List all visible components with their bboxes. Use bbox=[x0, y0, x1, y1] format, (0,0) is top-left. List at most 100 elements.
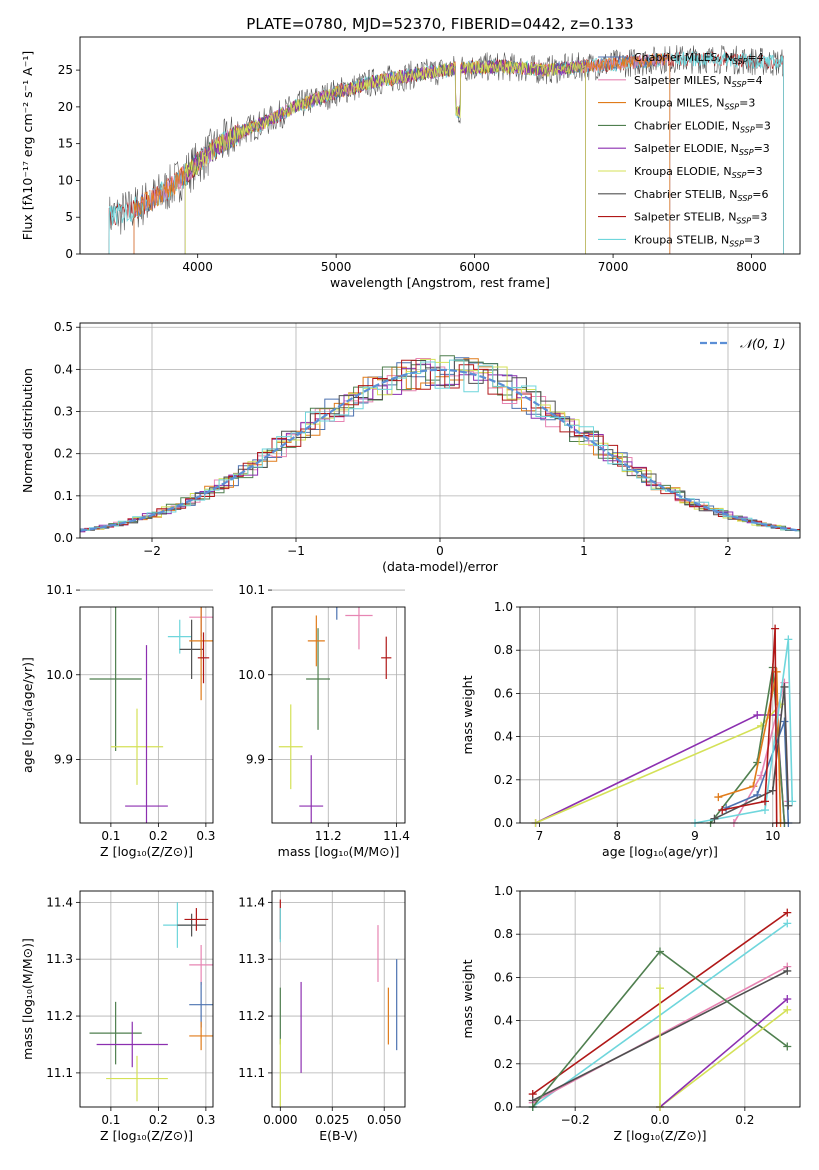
y-tick-label: 10.1 bbox=[46, 583, 73, 597]
y-axis-label: Normed distribution bbox=[20, 368, 35, 493]
x-tick-label: 0.1 bbox=[101, 1113, 120, 1127]
x-tick-label: −0.2 bbox=[561, 1113, 590, 1127]
age_vs_mass-points bbox=[278, 607, 392, 823]
y-tick-label: 9.9 bbox=[54, 752, 73, 766]
x-tick-label: 0.0 bbox=[650, 1113, 669, 1127]
mass_vs_ebv-points bbox=[279, 899, 398, 1107]
age_vs_mass-frame bbox=[271, 606, 406, 824]
gaussian-curve bbox=[80, 368, 800, 532]
x-tick-label: 0.050 bbox=[367, 1113, 401, 1127]
mass_vs_ebv-grid bbox=[272, 891, 405, 1107]
x-tick-label: −1 bbox=[287, 544, 305, 558]
x-tick-label: 8 bbox=[613, 829, 621, 843]
y-tick-label: 20 bbox=[58, 100, 73, 114]
weight-marker-kroupa_stelib bbox=[761, 806, 769, 815]
legend-entry-salpeter_miles: Salpeter MILES, NSSP=4 bbox=[634, 74, 763, 89]
weight-marker-chabrier_stelib bbox=[768, 786, 777, 795]
residuals-panel: −2 −1 0 1 2 0.0 0.1 0.2 0.3 0.4 0.5 (data-model)/er… bbox=[20, 320, 801, 574]
x-tick-label: −2 bbox=[143, 544, 161, 558]
age_vs_Z-panel: 0.1 0.2 0.3 9.9 10.0 10.1 Z [log₁₀(Z/Z⊙)] age [… bbox=[20, 583, 215, 859]
y-tick-label: 0.2 bbox=[54, 447, 73, 461]
errorbar-chabrier_miles bbox=[189, 981, 213, 1028]
weight-marker-chabrier_stelib bbox=[784, 801, 793, 810]
y-axis-label: mass weight bbox=[460, 675, 475, 754]
weight_vs_Z-frame bbox=[519, 890, 801, 1108]
errorbar-salpeter_miles bbox=[189, 945, 213, 985]
weight-marker-salpeter_stelib bbox=[718, 806, 727, 815]
x-tick-label: 11.2 bbox=[315, 829, 342, 843]
spectrum-frame bbox=[79, 36, 801, 255]
spectrum-salpeter_elodie bbox=[184, 59, 586, 254]
x-tick-label: 8000 bbox=[736, 260, 767, 274]
legend-entry-chabrier_miles: Chabrier MILES, NSSP=4 bbox=[634, 51, 764, 66]
y-axis-label: age [log₁₀(age/yr)] bbox=[20, 657, 35, 773]
errorbar-kroupa_miles bbox=[307, 615, 325, 667]
age_vs_Z-points bbox=[89, 607, 213, 823]
y-tick-label: 0.2 bbox=[494, 1057, 513, 1071]
weight-marker-salpeter_stelib bbox=[761, 797, 769, 806]
y-tick-label: 0.4 bbox=[494, 730, 513, 744]
mass_vs_Z-grid bbox=[80, 891, 213, 1107]
errorbar-chabrier_miles bbox=[336, 607, 338, 620]
errorbar-salpeter_stelib bbox=[381, 636, 392, 679]
weight-line-kroupa_miles bbox=[718, 671, 782, 824]
weight-marker-salpeter_stelib bbox=[783, 908, 792, 917]
spectrum-kroupa_elodie bbox=[184, 60, 586, 254]
y-axis-label: mass [log₁₀(M/M⊙)] bbox=[20, 938, 35, 1060]
errorbar-salpeter_miles bbox=[345, 607, 373, 650]
y-tick-label: 10.0 bbox=[46, 668, 73, 682]
y-tick-label: 10.1 bbox=[238, 583, 265, 597]
x-tick-label: 9 bbox=[691, 829, 699, 843]
y-tick-label: 0.6 bbox=[494, 970, 513, 984]
mass_vs_ebv-panel: 0.000 0.025 0.050 11.1 11.2 11.3 11.4 E(B-V) bbox=[238, 890, 406, 1143]
errorbar-salpeter_elodie bbox=[125, 645, 168, 823]
x-axis-label: E(B-V) bbox=[319, 1128, 358, 1143]
y-tick-label: 0.0 bbox=[494, 816, 513, 830]
x-tick-label: 0.1 bbox=[101, 829, 120, 843]
errorbar-salpeter_elodie bbox=[96, 1021, 168, 1068]
y-tick-label: 11.2 bbox=[238, 1009, 265, 1023]
weight-line-kroupa_elodie bbox=[659, 1009, 788, 1108]
y-tick-label: 0.0 bbox=[494, 1100, 513, 1114]
weight-marker-chabrier_stelib bbox=[710, 814, 719, 823]
errorbar-chabrier_elodie bbox=[306, 628, 330, 730]
errorbar-chabrier_stelib bbox=[177, 913, 206, 937]
errorbar-salpeter_elodie bbox=[299, 755, 324, 823]
x-tick-label: 10 bbox=[765, 829, 780, 843]
y-tick-label: 11.3 bbox=[46, 952, 73, 966]
x-tick-label: 6000 bbox=[459, 260, 490, 274]
mass_vs_Z-panel: 0.1 0.2 0.3 11.1 11.2 11.3 11.4 Z [log₁₀(Z/Z⊙)]… bbox=[20, 890, 215, 1143]
weight-marker-kroupa_elodie bbox=[656, 984, 664, 993]
y-tick-label: 0.5 bbox=[54, 320, 73, 334]
y-tick-label: 15 bbox=[58, 137, 73, 151]
errorbar-kroupa_stelib bbox=[167, 619, 192, 654]
weight-line-chabrier_stelib bbox=[714, 686, 790, 820]
legend-entry-chabrier_stelib: Chabrier STELIB, NSSP=6 bbox=[634, 188, 768, 203]
x-tick-label: 0.3 bbox=[196, 829, 215, 843]
y-tick-label: 11.1 bbox=[46, 1066, 73, 1080]
y-tick-label: 25 bbox=[58, 63, 73, 77]
y-axis-label: Flux [fλ10⁻¹⁷ erg cm⁻² s⁻¹ A⁻¹] bbox=[20, 51, 35, 240]
weight-marker-kroupa_elodie bbox=[783, 1005, 792, 1014]
y-tick-label: 0.1 bbox=[54, 489, 73, 503]
y-tick-label: 1.0 bbox=[494, 600, 513, 614]
y-tick-label: 0.0 bbox=[54, 531, 73, 545]
errorbar-chabrier_stelib bbox=[179, 619, 204, 679]
mass_vs_Z-points bbox=[89, 902, 213, 1102]
weight_vs_age-panel: 7 8 9 10 0.0 0.2 0.4 0.6 0.8 1.0 age [log₁₀(age/yr… bbox=[460, 600, 801, 859]
mass_vs_Z-frame bbox=[79, 890, 214, 1108]
errorbar-kroupa_elodie bbox=[278, 704, 303, 790]
y-tick-label: 0.8 bbox=[494, 643, 513, 657]
x-tick-label: 5000 bbox=[321, 260, 352, 274]
y-tick-label: 10 bbox=[58, 173, 73, 187]
x-tick-label: 0.025 bbox=[315, 1113, 349, 1127]
x-axis-label: Z [log₁₀(Z/Z⊙)] bbox=[100, 1128, 193, 1143]
errorbar-chabrier_elodie bbox=[89, 607, 142, 751]
y-axis-label: mass weight bbox=[460, 959, 475, 1038]
weight-marker-kroupa_stelib bbox=[783, 919, 792, 928]
x-tick-label: 4000 bbox=[182, 260, 213, 274]
x-axis-label: wavelength [Angstrom, rest frame] bbox=[330, 275, 550, 290]
weight_vs_age-frame bbox=[519, 606, 801, 824]
errorbar-salpeter_stelib bbox=[197, 632, 210, 684]
